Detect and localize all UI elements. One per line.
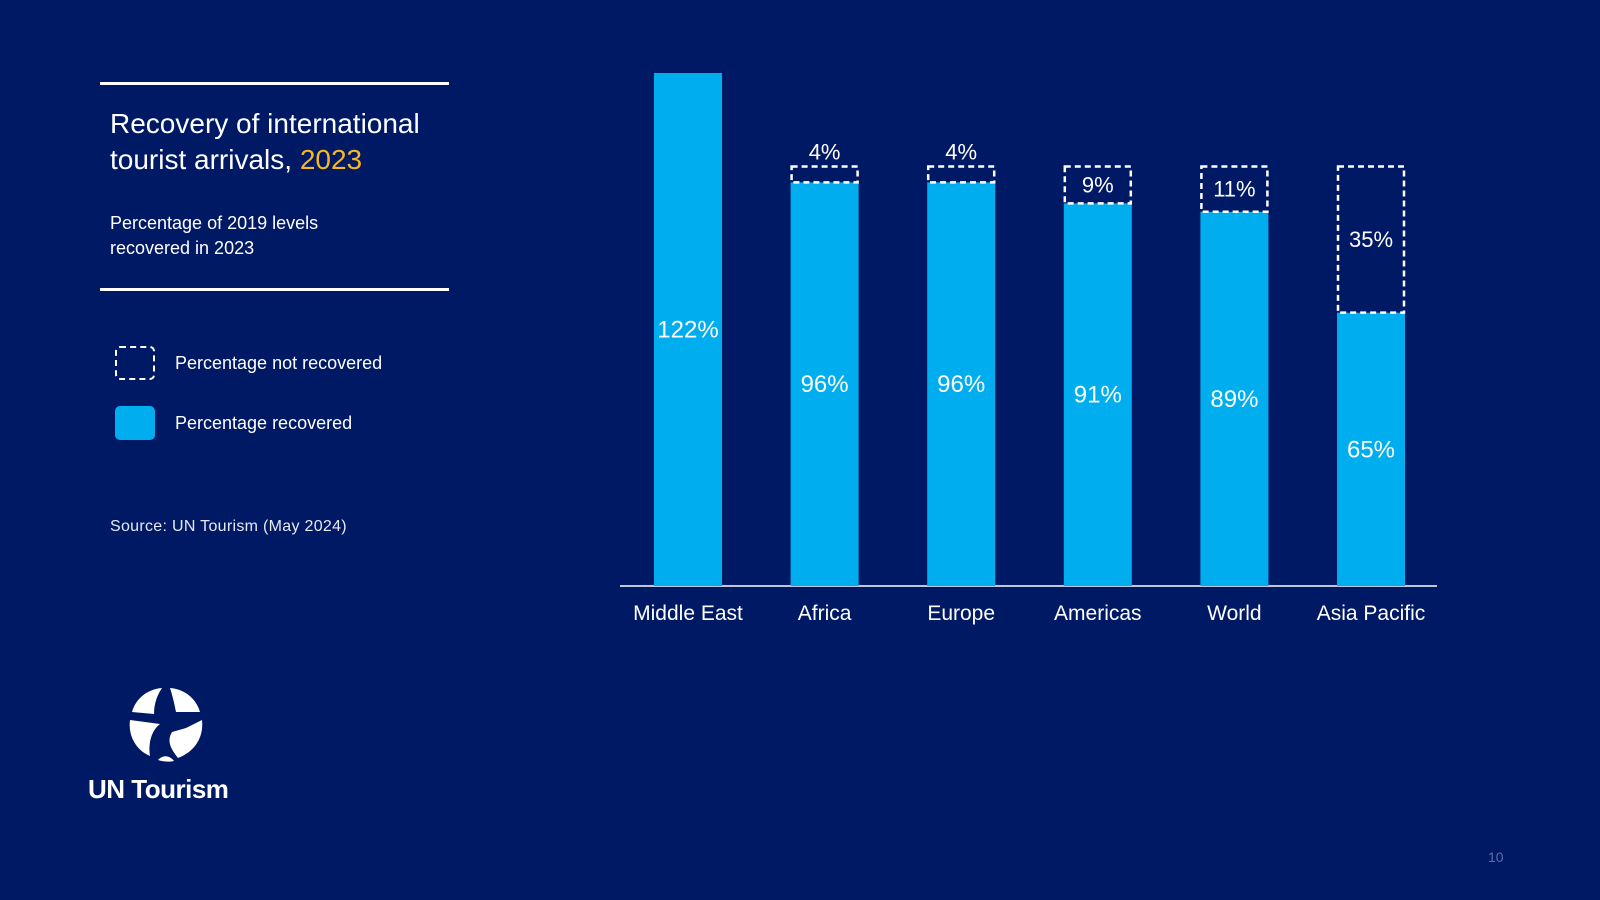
legend-item-not-recovered: Percentage not recovered: [115, 344, 382, 382]
category-label-asia-pacific: Asia Pacific: [1317, 602, 1426, 625]
bar-not-recovered-europe: [926, 165, 996, 184]
bar-recovered-africa: [790, 182, 859, 586]
bar-not-recovered-africa: [790, 165, 859, 184]
category-label-americas: Americas: [1054, 602, 1142, 625]
bar-recovered-americas: [1063, 203, 1132, 586]
category-label-europe: Europe: [927, 602, 995, 625]
bar-not-recovered-world: [1200, 165, 1269, 214]
label-recovered-world: 89%: [1210, 386, 1258, 413]
category-label-middle-east: Middle East: [633, 602, 743, 625]
label-recovered-americas: 91%: [1074, 382, 1122, 409]
bar-recovered-europe: [927, 182, 996, 586]
legend-label-not-recovered: Percentage not recovered: [175, 352, 383, 373]
label-recovered-asia-pacific: 65%: [1347, 436, 1395, 463]
label-recovered-middle-east: 122%: [657, 317, 718, 344]
label-not-recovered-world: 11%: [1213, 177, 1255, 202]
label-recovered-africa: 96%: [801, 371, 849, 398]
un-tourism-globe-icon: [129, 688, 203, 762]
label-recovered-europe: 96%: [937, 371, 985, 398]
page-number: 10: [1488, 849, 1504, 865]
source-note: Source: UN Tourism (May 2024): [110, 518, 347, 535]
bar-recovered-asia-pacific: [1337, 312, 1405, 586]
label-not-recovered-asia-pacific: 35%: [1349, 227, 1393, 252]
category-label-africa: Africa: [798, 602, 852, 625]
top-rule: [100, 82, 449, 85]
title-year: 2023: [299, 144, 363, 175]
legend-item-recovered: Percentage recovered: [115, 404, 352, 442]
label-not-recovered-americas: 9%: [1082, 172, 1114, 197]
legend-swatch-dashed: [115, 346, 155, 380]
bar-recovered-middle-east: [654, 73, 722, 586]
legend-swatch-solid: [115, 406, 155, 440]
bar-not-recovered-americas: [1063, 165, 1133, 205]
title-main: Recovery of international tourist arriva…: [110, 108, 420, 175]
subtitle-line-2: recovered in 2023: [110, 238, 255, 258]
label-not-recovered-africa: 4%: [809, 140, 841, 165]
category-label-world: World: [1207, 602, 1261, 625]
subtitle-line-1: Percentage of 2019 levels: [110, 213, 319, 233]
legend-label-recovered: Percentage recovered: [175, 412, 353, 433]
label-not-recovered-europe: 4%: [945, 140, 977, 165]
chart-subtitle: Percentage of 2019 levels recovered in 2…: [110, 211, 410, 261]
logo-text: UN Tourism: [88, 774, 229, 804]
bar-not-recovered-asia-pacific: [1336, 165, 1406, 314]
bar-recovered-world: [1200, 211, 1269, 586]
bar-chart: 122% Middle East 96% 4% Africa 96% 4% Europe 91%…: [620, 73, 1437, 625]
chart-title: Recovery of international tourist arriva…: [110, 106, 470, 178]
bottom-rule: [100, 288, 449, 291]
